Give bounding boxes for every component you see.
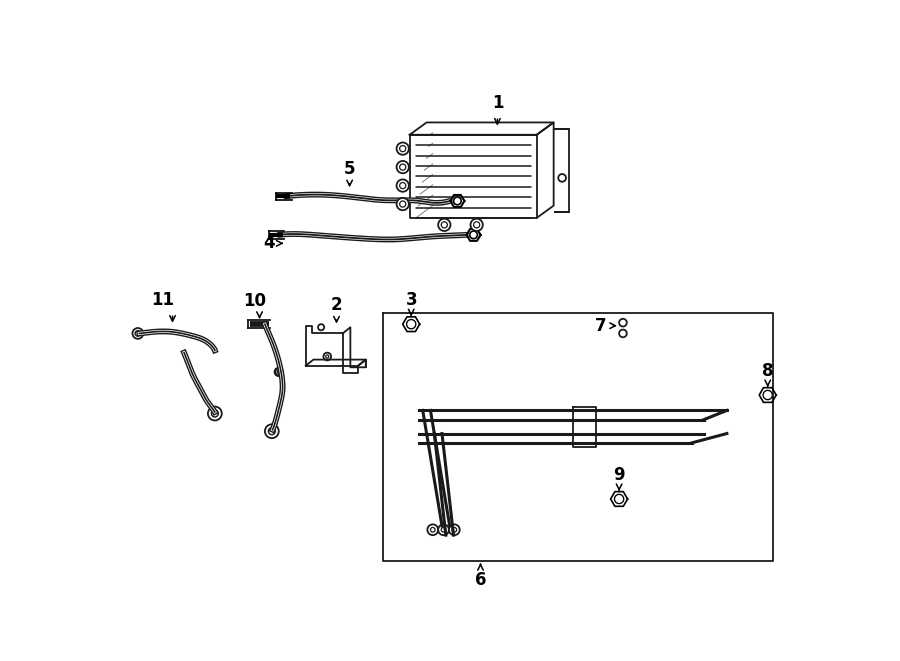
Circle shape xyxy=(449,524,460,535)
Circle shape xyxy=(400,201,406,207)
Circle shape xyxy=(615,494,624,504)
Circle shape xyxy=(619,330,626,337)
Circle shape xyxy=(274,368,283,375)
Circle shape xyxy=(318,324,324,330)
Circle shape xyxy=(268,428,275,435)
Circle shape xyxy=(438,524,449,535)
Circle shape xyxy=(323,353,331,360)
Circle shape xyxy=(441,222,447,228)
Circle shape xyxy=(407,319,416,329)
Circle shape xyxy=(471,219,482,231)
Circle shape xyxy=(212,410,219,417)
Circle shape xyxy=(454,197,461,205)
Circle shape xyxy=(470,231,477,239)
Circle shape xyxy=(763,391,772,400)
Circle shape xyxy=(277,370,280,373)
Circle shape xyxy=(326,355,328,358)
Circle shape xyxy=(397,179,409,192)
Circle shape xyxy=(400,182,406,188)
Circle shape xyxy=(452,527,456,532)
Text: 9: 9 xyxy=(613,465,625,484)
Circle shape xyxy=(265,424,279,438)
Text: 8: 8 xyxy=(762,362,773,379)
Text: 4: 4 xyxy=(264,235,274,253)
Circle shape xyxy=(619,319,626,327)
Circle shape xyxy=(400,145,406,152)
Text: 5: 5 xyxy=(344,160,356,178)
Text: 1: 1 xyxy=(491,94,503,112)
Circle shape xyxy=(400,164,406,170)
Text: 11: 11 xyxy=(151,291,174,309)
Text: 2: 2 xyxy=(330,296,342,314)
Circle shape xyxy=(558,174,566,182)
Text: 6: 6 xyxy=(475,570,486,588)
Circle shape xyxy=(397,161,409,173)
Circle shape xyxy=(208,407,221,420)
Circle shape xyxy=(430,527,435,532)
Circle shape xyxy=(438,219,451,231)
Text: 10: 10 xyxy=(243,292,266,310)
Circle shape xyxy=(397,143,409,155)
Circle shape xyxy=(135,330,140,336)
Circle shape xyxy=(132,328,143,339)
Circle shape xyxy=(397,198,409,210)
Text: 7: 7 xyxy=(594,317,606,334)
Circle shape xyxy=(441,527,446,532)
Circle shape xyxy=(473,222,480,228)
Circle shape xyxy=(428,524,438,535)
Text: 3: 3 xyxy=(405,291,417,309)
